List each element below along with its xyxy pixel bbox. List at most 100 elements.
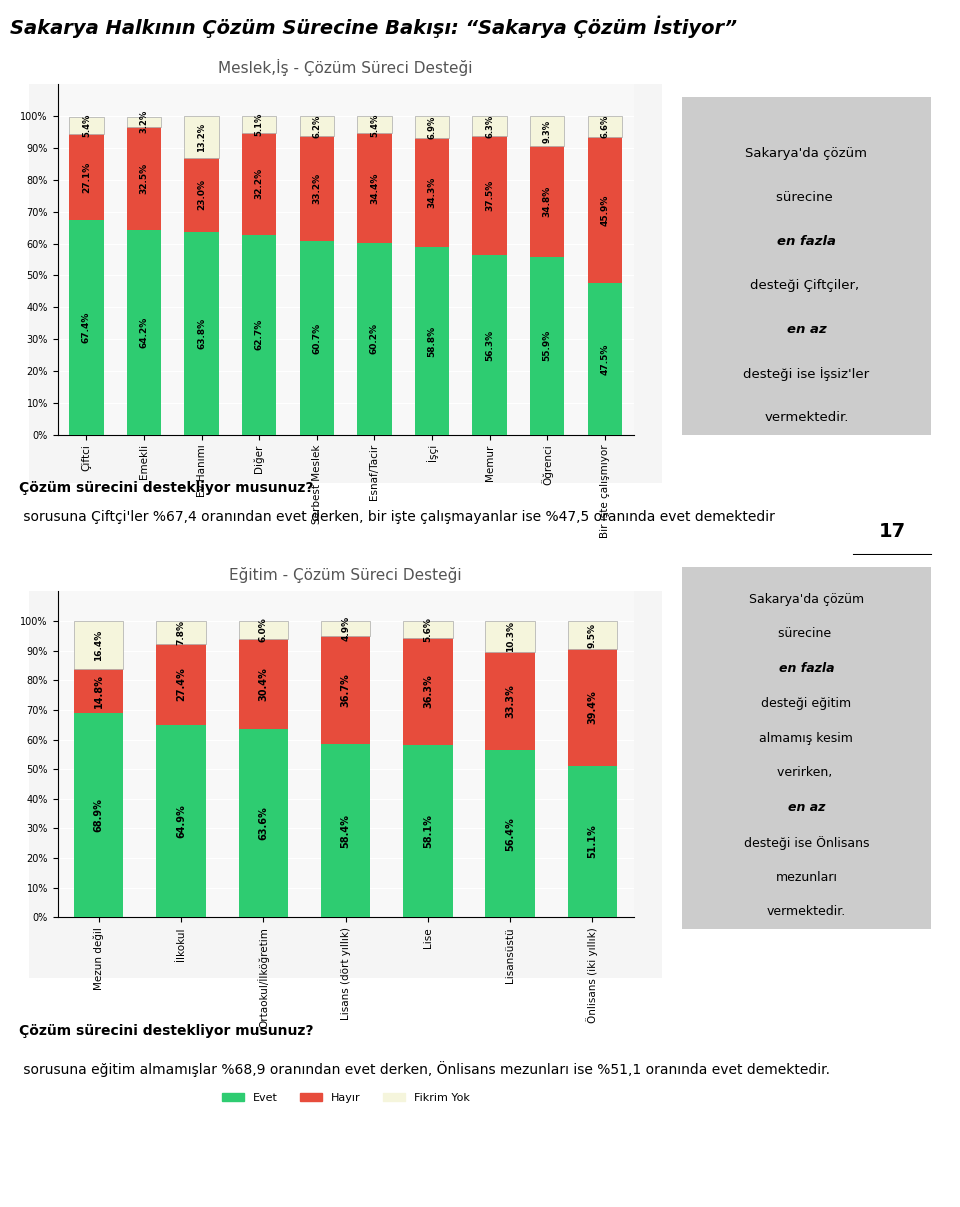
- FancyBboxPatch shape: [22, 588, 669, 981]
- Text: en fazla: en fazla: [779, 663, 834, 675]
- Bar: [567, 622, 617, 649]
- Bar: [74, 713, 124, 917]
- Text: sorusuna Çiftçi'ler %67,4 oranından evet derken, bir işte çalışmayanlar ise %47,: sorusuna Çiftçi'ler %67,4 oranından evet…: [18, 509, 775, 524]
- Bar: [184, 158, 219, 232]
- Text: Sakarya Halkının Çözüm Sürecine Bakışı: “Sakarya Çözüm İstiyor”: Sakarya Halkının Çözüm Sürecine Bakışı: …: [10, 16, 736, 39]
- Text: 27.1%: 27.1%: [82, 162, 91, 193]
- Bar: [321, 745, 371, 917]
- Text: 27.4%: 27.4%: [176, 667, 186, 701]
- Bar: [184, 116, 219, 158]
- Text: 34.4%: 34.4%: [370, 173, 379, 204]
- Text: 4.9%: 4.9%: [341, 616, 350, 641]
- Text: 32.2%: 32.2%: [254, 168, 264, 199]
- Text: 34.3%: 34.3%: [427, 177, 437, 209]
- Bar: [486, 652, 535, 751]
- Bar: [403, 622, 452, 637]
- Text: 68.9%: 68.9%: [94, 798, 104, 832]
- Text: 58.1%: 58.1%: [423, 815, 433, 849]
- Bar: [472, 136, 507, 256]
- Bar: [239, 639, 288, 729]
- Bar: [300, 135, 334, 241]
- Bar: [588, 138, 622, 284]
- Text: 10.3%: 10.3%: [506, 620, 515, 652]
- Bar: [69, 220, 104, 435]
- Text: Sakarya'da çözüm: Sakarya'da çözüm: [745, 147, 868, 161]
- Text: en az: en az: [786, 323, 827, 336]
- Bar: [242, 235, 276, 435]
- Text: 30.4%: 30.4%: [258, 667, 268, 701]
- Bar: [486, 751, 535, 917]
- Text: Sakarya'da çözüm: Sakarya'da çözüm: [749, 593, 864, 606]
- Bar: [127, 231, 161, 435]
- Text: vermektedir.: vermektedir.: [767, 905, 846, 919]
- Bar: [588, 284, 622, 435]
- Text: 23.0%: 23.0%: [197, 180, 206, 210]
- Text: 63.6%: 63.6%: [258, 806, 268, 840]
- Bar: [156, 620, 205, 643]
- Bar: [300, 116, 334, 135]
- Text: verirken,: verirken,: [777, 766, 836, 780]
- Text: Çözüm sürecini destekliyor musunuz?: Çözüm sürecini destekliyor musunuz?: [18, 480, 313, 495]
- Text: desteği ise Önlisans: desteği ise Önlisans: [744, 836, 869, 850]
- Text: 60.2%: 60.2%: [370, 323, 379, 354]
- Title: Eğitim - Çözüm Süreci Desteği: Eğitim - Çözüm Süreci Desteği: [229, 567, 462, 583]
- Text: 55.9%: 55.9%: [542, 330, 552, 361]
- Bar: [567, 766, 617, 917]
- Text: 33.2%: 33.2%: [312, 173, 322, 204]
- Bar: [357, 134, 392, 243]
- Text: en az: en az: [788, 801, 825, 815]
- Text: 17: 17: [879, 521, 906, 541]
- Text: sürecine: sürecine: [778, 628, 835, 641]
- Title: Meslek,İş - Çözüm Süreci Desteği: Meslek,İş - Çözüm Süreci Desteği: [218, 59, 473, 76]
- Text: 9.3%: 9.3%: [542, 119, 552, 142]
- Bar: [530, 257, 564, 435]
- Text: 14.8%: 14.8%: [94, 675, 104, 709]
- Text: desteği Çiftçiler,: desteği Çiftçiler,: [750, 279, 863, 292]
- Text: 5.1%: 5.1%: [254, 112, 264, 136]
- Text: vermektedir.: vermektedir.: [764, 410, 849, 424]
- Text: 5.6%: 5.6%: [423, 617, 432, 642]
- Text: 58.4%: 58.4%: [341, 814, 350, 847]
- Text: 16.4%: 16.4%: [94, 629, 104, 660]
- FancyBboxPatch shape: [669, 549, 944, 947]
- Text: 32.5%: 32.5%: [139, 163, 149, 194]
- Text: 6.3%: 6.3%: [485, 115, 494, 138]
- Bar: [69, 117, 104, 134]
- Text: 64.9%: 64.9%: [176, 804, 186, 838]
- Bar: [127, 117, 161, 127]
- Text: 36.3%: 36.3%: [423, 675, 433, 709]
- Bar: [403, 637, 452, 745]
- Text: 60.7%: 60.7%: [312, 322, 322, 354]
- Text: 6.6%: 6.6%: [600, 115, 610, 139]
- Bar: [486, 622, 535, 652]
- Text: 34.8%: 34.8%: [542, 186, 552, 217]
- Text: 5.4%: 5.4%: [370, 113, 379, 136]
- Text: 56.3%: 56.3%: [485, 330, 494, 361]
- Text: 45.9%: 45.9%: [600, 194, 610, 226]
- Bar: [239, 729, 288, 917]
- Bar: [530, 116, 564, 146]
- Bar: [242, 116, 276, 133]
- Text: Çözüm sürecini destekliyor musunuz?: Çözüm sürecini destekliyor musunuz?: [19, 1025, 313, 1038]
- Text: 67.4%: 67.4%: [82, 311, 91, 343]
- Bar: [127, 127, 161, 231]
- Bar: [415, 116, 449, 139]
- FancyBboxPatch shape: [22, 81, 669, 486]
- FancyBboxPatch shape: [669, 80, 944, 451]
- Bar: [415, 139, 449, 247]
- Bar: [74, 670, 124, 713]
- Bar: [357, 116, 392, 134]
- Bar: [588, 116, 622, 138]
- Text: 62.7%: 62.7%: [254, 319, 264, 350]
- Text: 6.9%: 6.9%: [427, 116, 437, 139]
- Bar: [403, 745, 452, 917]
- Bar: [472, 256, 507, 435]
- Bar: [321, 636, 371, 745]
- Bar: [321, 622, 371, 636]
- Bar: [357, 243, 392, 435]
- Text: 63.8%: 63.8%: [197, 317, 206, 349]
- Bar: [156, 725, 205, 917]
- Text: 64.2%: 64.2%: [139, 316, 149, 348]
- Bar: [74, 620, 124, 670]
- Text: 9.5%: 9.5%: [588, 623, 597, 648]
